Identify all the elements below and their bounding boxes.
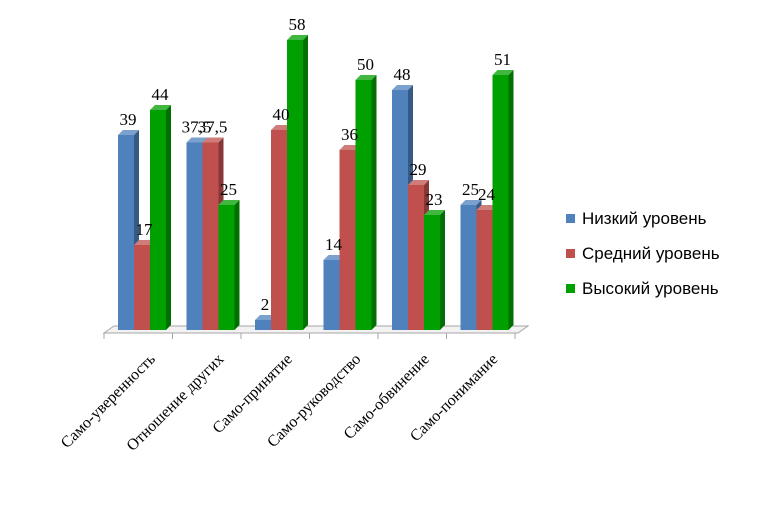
- bar-side-face: [234, 200, 240, 330]
- bar-front-face: [424, 215, 440, 330]
- data-label: 48: [394, 65, 411, 84]
- bar-front-face: [134, 245, 150, 330]
- bar-top-face: [392, 85, 413, 90]
- bar: [355, 75, 377, 330]
- bar-side-face: [440, 210, 445, 330]
- bar: [218, 200, 240, 330]
- bar-top-face: [218, 200, 240, 205]
- bar-front-face: [118, 135, 134, 330]
- data-label: 14: [325, 235, 343, 254]
- legend: Низкий уровень Средний уровень Высокий уро…: [566, 209, 720, 298]
- bar-top-face: [355, 75, 377, 80]
- data-label: 39: [120, 110, 137, 129]
- data-label: 37,5: [182, 118, 212, 137]
- data-label: 44: [152, 85, 170, 104]
- legend-label: Средний уровень: [582, 244, 720, 263]
- bar-front-face: [476, 210, 493, 330]
- data-label: 36: [341, 125, 358, 144]
- data-label: 17: [136, 220, 154, 239]
- bar-front-face: [460, 205, 477, 330]
- bar-side-face: [508, 70, 514, 330]
- legend-swatch: [566, 249, 575, 258]
- bar-front-face: [271, 130, 287, 330]
- bar: [424, 210, 445, 330]
- legend-label: Высокий уровень: [582, 279, 719, 298]
- bar-top-face: [186, 137, 208, 143]
- bar-top-face: [339, 145, 361, 150]
- bar-top-face: [424, 210, 445, 215]
- bar-side-face: [303, 35, 308, 330]
- legend-item: Средний уровень: [566, 244, 720, 263]
- bar: [492, 70, 514, 330]
- data-label: 25: [220, 180, 237, 199]
- legend-swatch: [566, 284, 575, 293]
- bar-top-face: [460, 200, 482, 205]
- bar-front-face: [323, 260, 340, 330]
- legend-item: Высокий уровень: [566, 279, 719, 298]
- data-label: 37,5: [198, 118, 228, 137]
- bar-side-face: [371, 75, 377, 330]
- legend-item: Низкий уровень: [566, 209, 707, 228]
- legend-swatch: [566, 214, 575, 223]
- data-label: 2: [261, 295, 270, 314]
- data-label: 25: [462, 180, 479, 199]
- bar-front-face: [218, 205, 235, 330]
- bar-front-face: [339, 150, 356, 330]
- bar-front-face: [392, 90, 408, 330]
- bar-front-face: [408, 185, 424, 330]
- bar-top-face: [476, 205, 498, 210]
- bar-front-face: [492, 75, 509, 330]
- bar: [150, 105, 171, 330]
- bar-side-face: [166, 105, 171, 330]
- data-label: 51: [494, 50, 511, 69]
- data-label: 24: [478, 185, 496, 204]
- data-label: 50: [357, 55, 374, 74]
- bar-top-face: [408, 180, 429, 185]
- bar-top-face: [134, 240, 155, 245]
- bar-top-face: [118, 130, 139, 135]
- bar-top-face: [150, 105, 171, 110]
- bar-front-face: [287, 40, 303, 330]
- legend-label: Низкий уровень: [582, 209, 707, 228]
- data-label: 29: [410, 160, 427, 179]
- data-label: 23: [426, 190, 443, 209]
- bar-top-face: [255, 315, 276, 320]
- bar-top-face: [271, 125, 292, 130]
- bars: [118, 35, 514, 330]
- bar-front-face: [186, 142, 203, 330]
- data-label: 58: [289, 15, 306, 34]
- bar-front-face: [355, 80, 372, 330]
- bar-front-face: [202, 142, 219, 330]
- bar-top-face: [202, 137, 224, 143]
- bar-front-face: [150, 110, 166, 330]
- data-label: 40: [273, 105, 290, 124]
- bar-front-face: [255, 320, 271, 330]
- bar-top-face: [287, 35, 308, 40]
- bar: [287, 35, 308, 330]
- bar-top-face: [323, 255, 345, 260]
- bar-top-face: [492, 70, 514, 75]
